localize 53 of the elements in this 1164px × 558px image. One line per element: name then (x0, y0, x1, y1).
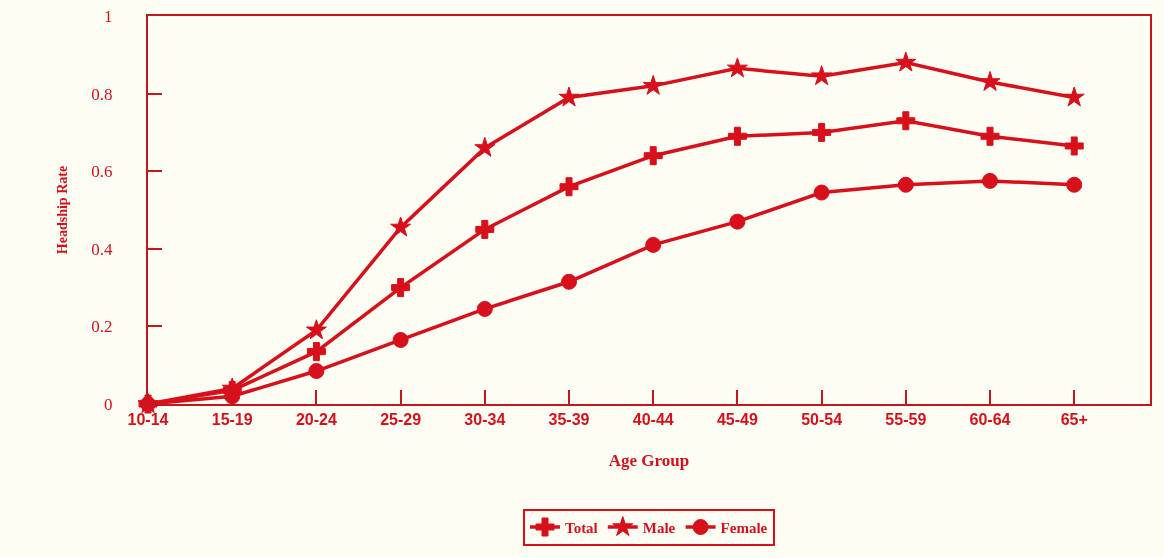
point (896, 111, 916, 131)
point (305, 319, 327, 340)
y-tick-label: 0.8 (91, 84, 113, 104)
point (308, 363, 325, 380)
point (476, 300, 493, 317)
point (1063, 86, 1085, 107)
point (474, 136, 496, 157)
x-tick-label: 60-64 (969, 411, 1011, 429)
x-tick-label: 55-59 (885, 411, 927, 429)
x-tick-label: 15-19 (211, 411, 253, 429)
point (390, 216, 412, 237)
y-tick-label: 0.4 (91, 239, 114, 259)
point (1066, 176, 1083, 193)
x-tick-label: 65+ (1060, 411, 1088, 429)
point (982, 172, 999, 189)
point (1064, 136, 1084, 156)
point (643, 146, 663, 166)
x-tick-label: 40-44 (632, 411, 674, 429)
x-tick-label: 25-29 (380, 411, 422, 429)
point (980, 126, 1000, 146)
point (811, 65, 833, 86)
y-tick-label: 0.6 (91, 162, 113, 182)
x-tick-label: 35-39 (548, 411, 590, 429)
point (897, 176, 914, 193)
point (558, 86, 580, 107)
point (895, 51, 917, 72)
point (392, 331, 409, 348)
x-tick-label: 30-34 (464, 411, 506, 429)
point (729, 213, 746, 230)
legend-label: Total (565, 519, 598, 536)
point (306, 342, 326, 362)
point (812, 122, 832, 142)
x-axis-title: Age Group (608, 451, 690, 470)
point (979, 70, 1001, 91)
y-tick-label: 1 (104, 6, 113, 26)
y-axis-title: Headship Rate (55, 165, 71, 255)
x-tick-label: 50-54 (801, 411, 843, 429)
y-tick-label: 0.2 (91, 317, 113, 337)
x-tick-label: 10-14 (127, 411, 169, 429)
point (391, 278, 411, 298)
x-tick-label: 45-49 (716, 411, 758, 429)
point (813, 184, 830, 201)
y-tick-label: 0 (104, 394, 113, 414)
point (645, 236, 662, 253)
point (561, 273, 578, 290)
legend-label: Male (642, 519, 676, 536)
point (726, 57, 748, 78)
point (475, 219, 495, 239)
point (642, 74, 664, 95)
point (559, 177, 579, 197)
x-tick-label: 20-24 (295, 411, 337, 429)
legend-label: Female (720, 519, 768, 536)
point (727, 126, 747, 146)
